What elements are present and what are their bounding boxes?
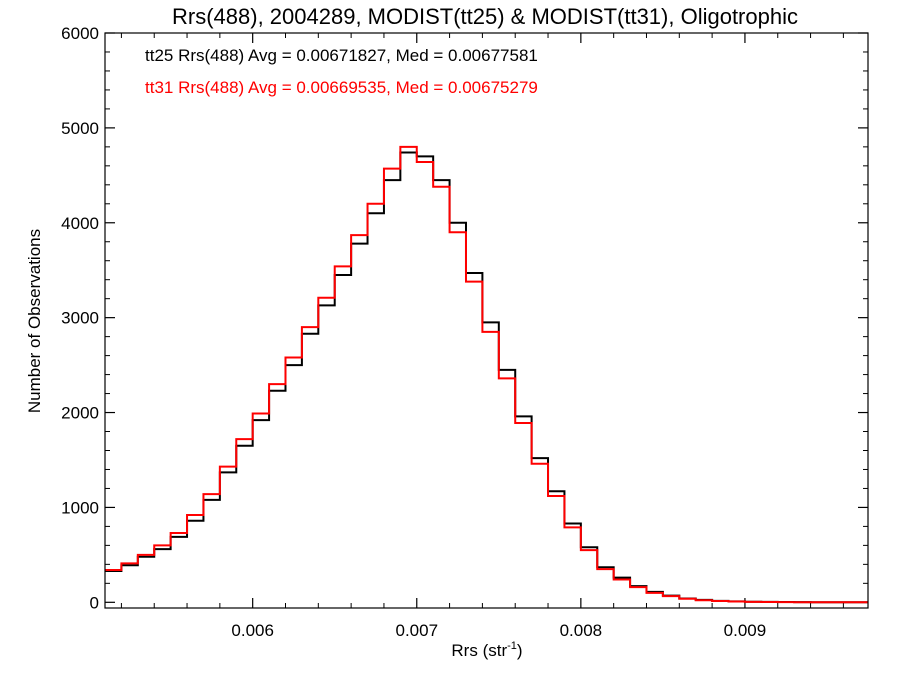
y-tick-label: 1000 <box>61 498 99 517</box>
y-tick-label: 6000 <box>61 24 99 43</box>
series-line-tt31 <box>105 145 868 604</box>
x-tick-label: 0.006 <box>231 621 274 640</box>
x-axis-label-sup: -1 <box>507 640 517 652</box>
series-line-tt25 <box>105 151 868 604</box>
x-axis-label-close: ) <box>517 641 523 660</box>
legend-entry-tt31: tt31 Rrs(488) Avg = 0.00669535, Med = 0.… <box>145 78 538 97</box>
x-axis-label: Rrs (str-1) <box>451 640 522 660</box>
plot-area: 0.006 0.007 0.008 0.009 0 1000 2000 3000 4000 500… <box>61 24 869 640</box>
plot-frame <box>104 32 869 609</box>
y-tick-label: 0 <box>90 593 99 612</box>
y-tick-label: 2000 <box>61 404 99 423</box>
y-tick-label: 4000 <box>61 214 99 233</box>
x-tick-label: 0.008 <box>560 621 603 640</box>
y-tick-label: 3000 <box>61 309 99 328</box>
y-tick-label: 5000 <box>61 119 99 138</box>
chart-title: Rrs(488), 2004289, MODIST(tt25) & MODIST… <box>172 4 798 29</box>
x-axis-label-main: Rrs (str <box>451 641 507 660</box>
legend-entry-tt25: tt25 Rrs(488) Avg = 0.00671827, Med = 0.… <box>145 46 538 65</box>
x-tick-label: 0.007 <box>395 621 438 640</box>
x-tick-label: 0.009 <box>724 621 767 640</box>
y-axis-label: Number of Observations <box>25 229 44 413</box>
